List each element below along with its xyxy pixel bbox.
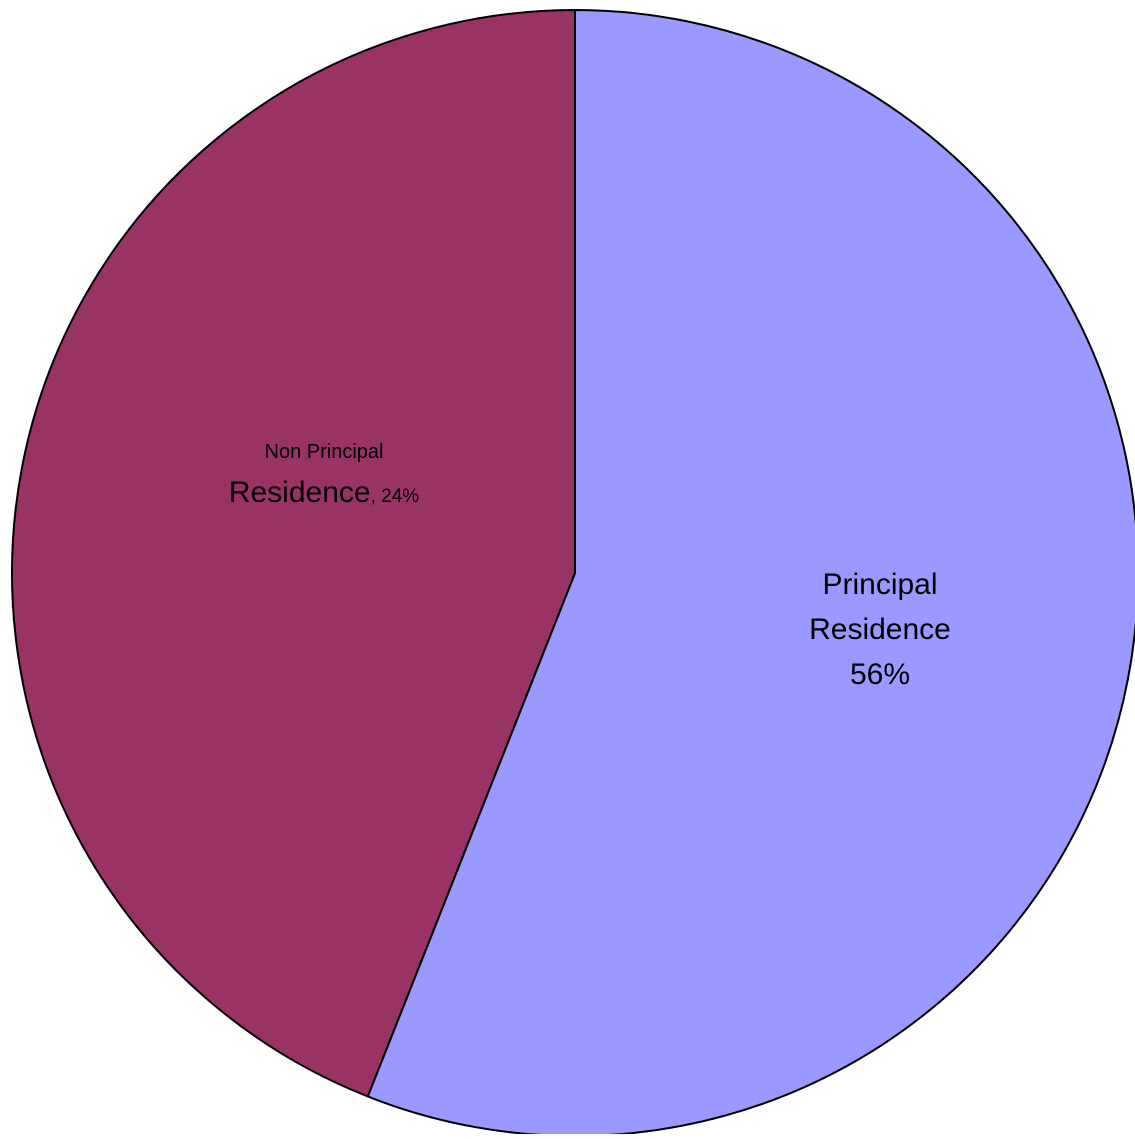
pie-slice-principal-residence — [366, 9, 1135, 1137]
slice-label-principal-line1: Principal — [822, 568, 937, 601]
labels-layer: Principal Residence 56% Non Principal Re… — [229, 441, 951, 691]
slice-label-principal-line2: Residence — [809, 613, 951, 646]
slices-layer — [11, 9, 1135, 1137]
pie-slice-non-principal-residence — [11, 9, 576, 1098]
slice-label-nonprincipal-value: , 24% — [371, 486, 420, 507]
slice-label-nonprincipal-residence: Residence — [229, 476, 371, 509]
slice-label-nonprincipal-line1: Non Principal — [265, 441, 384, 463]
slice-label-principal-value: 56% — [850, 658, 910, 691]
slice-label-nonprincipal-line2: Residence, 24% — [229, 476, 419, 509]
